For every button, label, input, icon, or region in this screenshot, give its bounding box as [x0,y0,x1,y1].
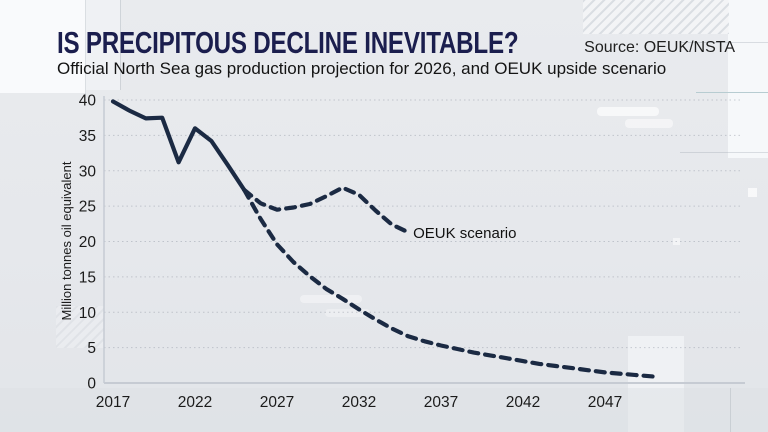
bg-seam [680,152,768,153]
y-tick-label: 20 [79,234,97,251]
x-tick-label: 2017 [96,394,130,411]
hatch-pattern-top-right [583,0,729,34]
bg-streak [300,295,362,303]
oeuk-scenario-label: OEUK scenario [413,225,516,242]
x-tick-label: 2042 [506,394,540,411]
x-tick-label: 2032 [342,394,376,411]
y-tick-label: 0 [87,376,96,393]
y-tick-label: 35 [79,128,96,145]
x-tick-label: 2027 [260,394,294,411]
bg-panel-top-left-2 [86,0,120,90]
hatch-pattern-left [56,306,104,348]
oeuk-scenario-line [242,185,411,235]
y-axis-title: Million tonnes oil equivalent [59,161,74,320]
bg-streak [325,309,370,317]
official-projection-line [242,187,657,379]
y-tick-label: 30 [79,163,97,180]
chart-subtitle: Official North Sea gas production projec… [57,59,667,78]
y-tick-label: 25 [79,199,96,216]
x-tick-label: 2047 [588,394,622,411]
y-tick-label: 10 [79,305,97,322]
bg-panel-top-left [0,0,86,93]
bg-panel-right [728,0,768,158]
y-tick-label: 40 [79,93,97,110]
bg-seam [85,0,86,95]
bg-seam [680,42,768,43]
source-label: Source: OEUK/NSTA [584,39,735,56]
bg-bottom-strip [0,388,768,432]
bg-seam [120,0,121,90]
y-tick-label: 5 [87,340,96,357]
bg-seam [730,388,731,432]
page-title: IS PRECIPITOUS DECLINE INEVITABLE? [57,25,519,60]
historical-line [110,99,247,192]
x-tick-label: 2037 [424,394,458,411]
bg-streak [625,119,673,128]
y-tick-label: 15 [79,269,96,286]
bg-square [748,188,757,197]
bg-seam-teal [696,92,768,93]
x-tick-label: 2022 [178,394,212,411]
bg-streak [597,107,659,116]
